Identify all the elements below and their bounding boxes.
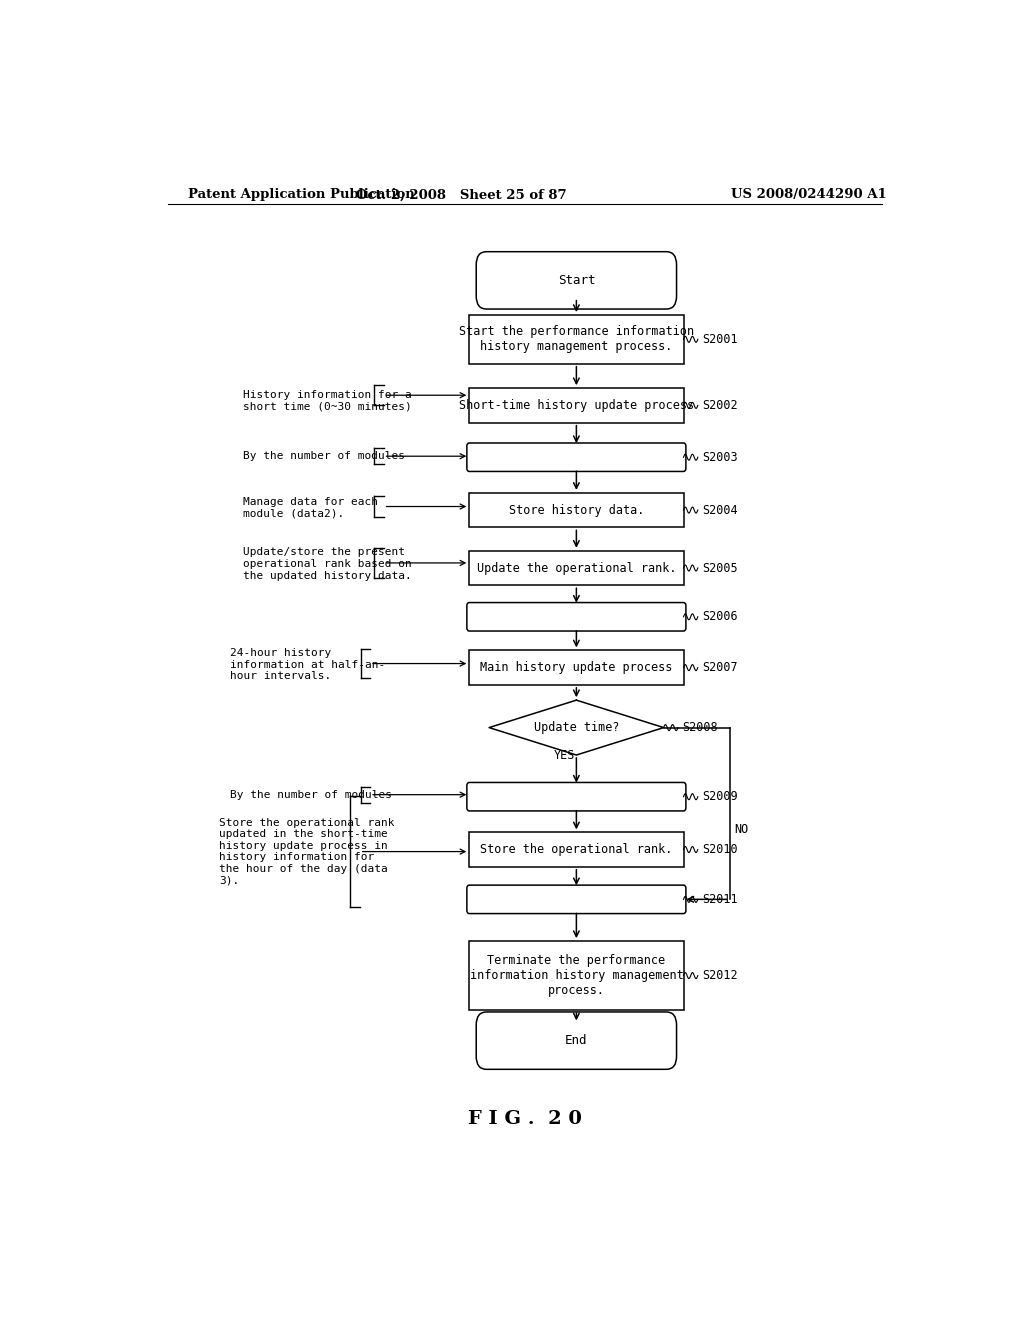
Text: S2011: S2011: [701, 892, 737, 906]
Text: Patent Application Publication: Patent Application Publication: [187, 189, 415, 202]
Bar: [469, 492, 684, 528]
Text: By the number of modules: By the number of modules: [229, 789, 391, 800]
Text: Short-time history update process: Short-time history update process: [459, 399, 694, 412]
Text: End: End: [565, 1034, 588, 1047]
Text: Store the operational rank
updated in the short-time
history update process in
h: Store the operational rank updated in th…: [219, 817, 395, 886]
Text: Store history data.: Store history data.: [509, 503, 644, 516]
Text: S2004: S2004: [701, 503, 737, 516]
Bar: [469, 550, 684, 585]
FancyBboxPatch shape: [467, 783, 686, 810]
Text: S2002: S2002: [701, 399, 737, 412]
Text: S2010: S2010: [701, 843, 737, 857]
Text: S2012: S2012: [701, 969, 737, 982]
Text: S2007: S2007: [701, 661, 737, 675]
FancyBboxPatch shape: [476, 1012, 677, 1069]
Text: US 2008/0244290 A1: US 2008/0244290 A1: [731, 189, 887, 202]
Text: Start: Start: [558, 273, 595, 286]
FancyBboxPatch shape: [467, 444, 686, 471]
Text: YES: YES: [554, 750, 575, 762]
Text: Main history update process: Main history update process: [480, 661, 673, 675]
Text: Terminate the performance
information history management
process.: Terminate the performance information hi…: [470, 954, 683, 997]
Text: Manage data for each
module (data2).: Manage data for each module (data2).: [243, 498, 378, 519]
Bar: [469, 941, 684, 1010]
Text: By the number of modules: By the number of modules: [243, 451, 406, 461]
Text: Update time?: Update time?: [534, 721, 620, 734]
Text: S2009: S2009: [701, 791, 737, 803]
FancyBboxPatch shape: [467, 886, 686, 913]
Text: S2008: S2008: [682, 721, 718, 734]
Text: Update the operational rank.: Update the operational rank.: [476, 561, 676, 574]
Text: S2001: S2001: [701, 333, 737, 346]
Text: Start the performance information
history management process.: Start the performance information histor…: [459, 325, 694, 354]
Text: S2006: S2006: [701, 610, 737, 623]
Text: Oct. 2, 2008   Sheet 25 of 87: Oct. 2, 2008 Sheet 25 of 87: [356, 189, 566, 202]
FancyBboxPatch shape: [467, 602, 686, 631]
Text: S2005: S2005: [701, 561, 737, 574]
Bar: [469, 651, 684, 685]
FancyBboxPatch shape: [476, 252, 677, 309]
Text: NO: NO: [734, 822, 749, 836]
Text: Store the operational rank.: Store the operational rank.: [480, 843, 673, 857]
Text: F I G .  2 0: F I G . 2 0: [468, 1110, 582, 1127]
Text: Update/store the present
operational rank based on
the updated history data.: Update/store the present operational ran…: [243, 548, 412, 581]
Bar: [469, 315, 684, 364]
Bar: [469, 833, 684, 867]
Text: S2003: S2003: [701, 450, 737, 463]
Text: 24-hour history
information at half-an-
hour intervals.: 24-hour history information at half-an- …: [229, 648, 385, 681]
Polygon shape: [489, 700, 664, 755]
Bar: [469, 388, 684, 422]
Text: History information for a
short time (0~30 minutes): History information for a short time (0~…: [243, 389, 412, 411]
